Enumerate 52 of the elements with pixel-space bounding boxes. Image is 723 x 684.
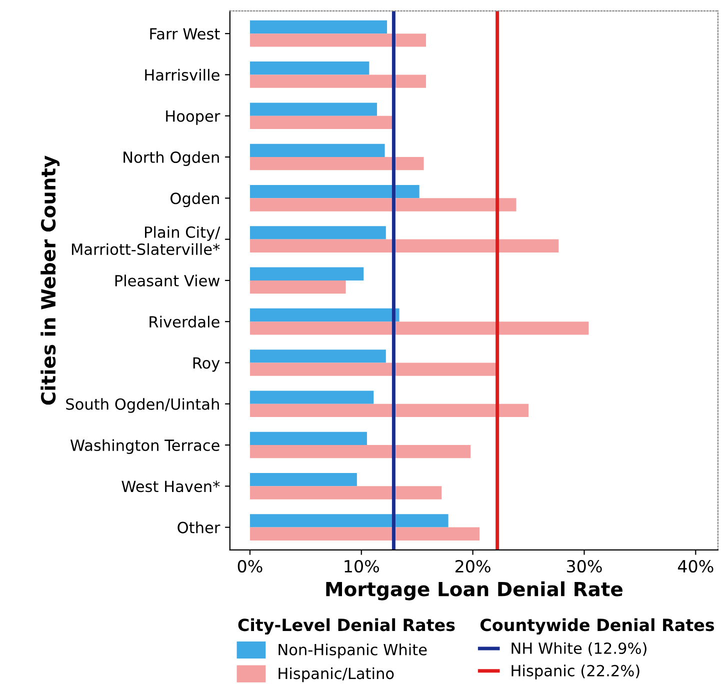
y-tick-label: Harrisville	[145, 68, 220, 81]
bar	[250, 404, 529, 418]
bar	[250, 198, 516, 212]
bar	[250, 472, 357, 486]
bar	[250, 362, 496, 376]
bar	[250, 34, 426, 47]
legend-title: City-Level Denial Rates	[238, 618, 455, 635]
text: Countywide Denial Rates	[480, 618, 714, 635]
y-tick-label: Plain City/ Marriott-Slaterville*	[72, 226, 220, 256]
y-tick-label: Pleasant View	[115, 274, 220, 286]
y-tick-label: North Ogden	[124, 151, 219, 166]
y-tick-label: Riverdale	[150, 316, 220, 328]
bar	[250, 267, 364, 280]
bar	[250, 322, 589, 335]
bar	[250, 20, 388, 34]
legend-label: Hispanic (22.2%)	[512, 664, 640, 680]
bar	[250, 184, 420, 198]
bar	[250, 445, 471, 458]
y-axis-title: Cities in Weber County	[40, 156, 60, 405]
bar	[250, 116, 393, 130]
legend-label: Hispanic/Latino	[278, 667, 394, 682]
bar	[250, 486, 442, 500]
y-tick-label: Ogden	[170, 192, 219, 208]
bar	[250, 432, 367, 446]
y-tick-label: Washington Terrace	[70, 439, 220, 454]
y-tick-label: Farr West	[150, 28, 220, 40]
bar	[250, 280, 346, 294]
y-tick-label: South Ogden/Uintah	[66, 398, 219, 413]
y-tick-label: Other	[178, 522, 220, 534]
x-tick-label: 10%	[344, 560, 379, 573]
bar	[250, 390, 374, 404]
bar	[250, 527, 480, 540]
bar	[250, 308, 400, 322]
y-tick-label: West Haven*	[122, 480, 220, 492]
x-axis-title: Mortgage Loan Denial Rate	[326, 581, 622, 600]
x-tick-label: 20%	[456, 560, 490, 573]
x-tick-label: 30%	[566, 560, 602, 573]
legend-label: NH White (12.9%)	[512, 642, 646, 656]
y-tick-label: Hooper	[166, 110, 220, 125]
x-tick-label: 40%	[678, 560, 714, 573]
bar	[250, 62, 370, 75]
bar	[250, 74, 426, 88]
bar	[250, 226, 386, 240]
x-tick-label: 0%	[238, 560, 262, 573]
y-tick-label: Roy	[193, 357, 220, 372]
bar	[250, 350, 386, 363]
bar	[250, 144, 385, 158]
legend-label: Non-Hispanic White	[278, 644, 427, 658]
bar	[250, 102, 377, 116]
bar	[250, 239, 559, 252]
bar	[250, 157, 424, 170]
bar	[250, 514, 448, 528]
